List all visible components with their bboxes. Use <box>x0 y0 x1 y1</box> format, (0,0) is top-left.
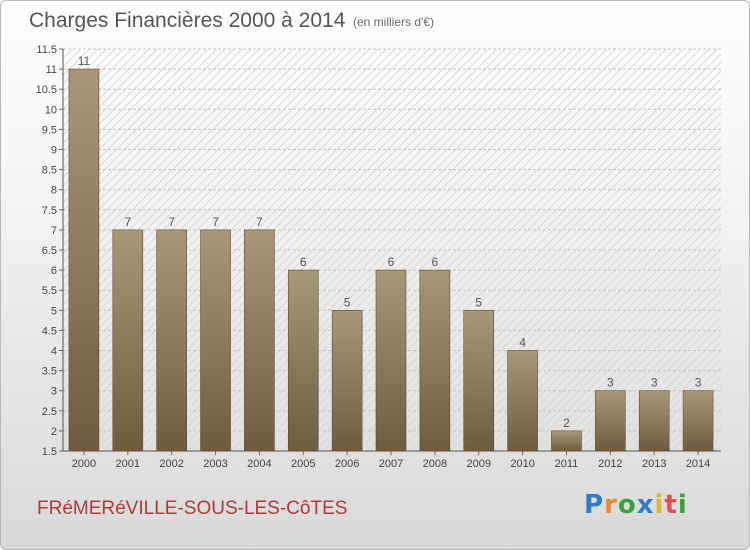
data-label: 7 <box>124 215 131 229</box>
x-tick-label: 2001 <box>116 458 140 470</box>
x-tick-label: 2006 <box>335 458 359 470</box>
logo-letter: P <box>584 490 605 520</box>
chart-title: Charges Financières 2000 à 2014 <box>29 9 346 32</box>
x-tick-label: 2013 <box>642 458 666 470</box>
y-tick-label: 9 <box>51 145 57 157</box>
data-label: 4 <box>519 336 526 350</box>
data-label: 7 <box>212 215 219 229</box>
bar-2000 <box>68 68 100 452</box>
y-tick-label: 4.5 <box>42 325 57 337</box>
y-tick-label: 1.5 <box>42 446 57 458</box>
bar-2002 <box>156 229 187 452</box>
data-label: 5 <box>475 295 482 309</box>
proxiti-logo: Proxiti <box>584 490 688 520</box>
logo-letter: t <box>664 490 678 520</box>
bar-2013 <box>638 390 670 452</box>
x-tick-label: 2000 <box>72 458 96 470</box>
bar-2003 <box>200 229 231 452</box>
bar-2004 <box>244 229 275 452</box>
y-tick-label: 8.5 <box>42 165 57 177</box>
data-label: 7 <box>256 215 263 229</box>
y-tick-label: 6.5 <box>42 245 57 257</box>
y-tick-label: 10.5 <box>36 84 57 96</box>
bar-2001 <box>112 229 144 452</box>
data-label: 7 <box>168 215 175 229</box>
data-label: 2 <box>563 416 570 430</box>
x-tick-label: 2004 <box>247 458 271 470</box>
x-tick-label: 2003 <box>203 458 227 470</box>
bar-2011 <box>551 430 582 452</box>
logo-letter: r <box>604 490 618 520</box>
commune-name: FRéMERéVILLE-SOUS-LES-CôTES <box>37 498 348 519</box>
chart-subtitle: (en milliers d'€) <box>353 15 434 29</box>
x-tick-label: 2011 <box>555 458 579 470</box>
x-tick-label: 2002 <box>159 458 183 470</box>
y-tick-label: 3.5 <box>42 366 57 378</box>
y-tick-label: 2.5 <box>42 406 57 418</box>
logo-letter: o <box>617 490 637 520</box>
bar-2014 <box>682 390 714 452</box>
x-tick-label: 2014 <box>686 458 710 470</box>
logo-letter: i <box>654 490 665 520</box>
x-tick-label: 2008 <box>423 458 447 470</box>
bar-2005 <box>287 269 319 452</box>
y-tick-label: 2 <box>51 426 57 438</box>
bar-2006 <box>331 309 363 452</box>
bar-2010 <box>507 350 538 452</box>
data-label: 3 <box>607 376 614 390</box>
x-tick-label: 2007 <box>379 458 403 470</box>
data-label: 3 <box>651 376 658 390</box>
y-tick-label: 7 <box>51 225 57 237</box>
x-tick-label: 2009 <box>466 458 490 470</box>
bar-2007 <box>375 269 407 452</box>
y-tick-label: 7.5 <box>42 205 57 217</box>
data-label: 11 <box>78 54 91 68</box>
y-tick-label: 8 <box>51 185 57 197</box>
y-tick-label: 3 <box>51 386 57 398</box>
x-tick-label: 2010 <box>510 458 534 470</box>
bar-2008 <box>419 269 451 452</box>
data-label: 6 <box>432 255 439 269</box>
y-tick-label: 5.5 <box>42 285 57 297</box>
bar-2012 <box>595 390 626 452</box>
y-tick-label: 11.5 <box>36 44 57 56</box>
y-tick-label: 9.5 <box>42 124 57 136</box>
x-tick-label: 2005 <box>291 458 315 470</box>
data-label: 6 <box>388 255 395 269</box>
y-tick-label: 4 <box>51 346 57 358</box>
logo-letter: x <box>636 490 655 520</box>
bar-2009 <box>463 309 495 452</box>
x-tick-label: 2012 <box>598 458 622 470</box>
y-tick-label: 10 <box>45 104 57 116</box>
data-label: 5 <box>344 295 351 309</box>
y-tick-label: 5 <box>51 305 57 317</box>
logo-letter: i <box>677 490 688 520</box>
y-tick-label: 6 <box>51 265 57 277</box>
y-tick-label: 11 <box>46 64 57 76</box>
data-label: 6 <box>300 255 307 269</box>
data-label: 3 <box>695 376 702 390</box>
